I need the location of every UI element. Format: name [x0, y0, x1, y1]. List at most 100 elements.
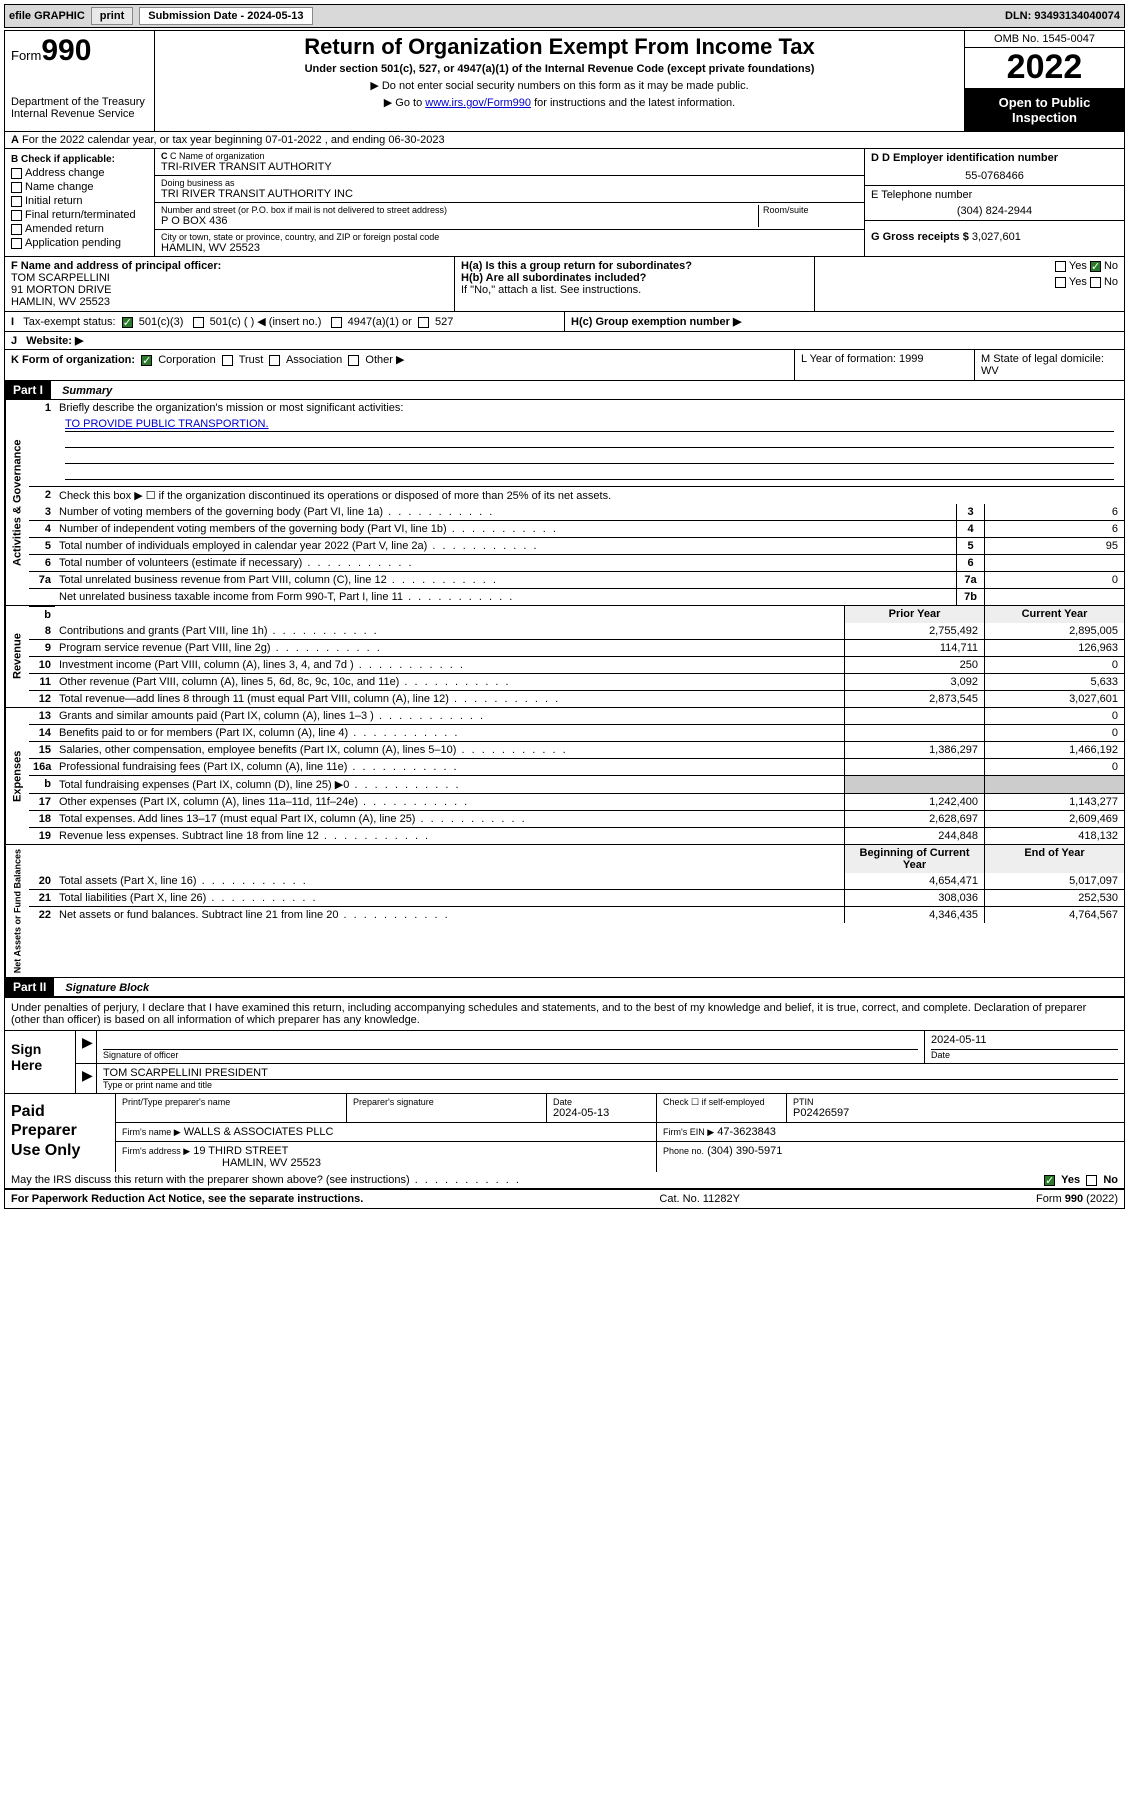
- section-governance: Activities & Governance 1 Briefly descri…: [5, 400, 1124, 606]
- submission-date-label: Submission Date - 2024-05-13: [139, 7, 312, 25]
- vtab-net: Net Assets or Fund Balances: [5, 845, 29, 977]
- ein-label: D Employer identification number: [882, 152, 1058, 164]
- chk-501c[interactable]: [193, 317, 204, 328]
- row-k: K Form of organization: Corporation Trus…: [5, 350, 1124, 381]
- chk-527[interactable]: [418, 317, 429, 328]
- room-label: Room/suite: [763, 205, 858, 215]
- dln-label: DLN: 93493134040074: [1005, 10, 1120, 22]
- addr-value: P O BOX 436: [161, 215, 758, 227]
- opt-trust: Trust: [239, 354, 264, 366]
- goto-post: for instructions and the latest informat…: [531, 97, 735, 109]
- data-row: 9Program service revenue (Part VIII, lin…: [29, 639, 1124, 656]
- website-label: Website: ▶: [26, 335, 83, 347]
- phone-label: E Telephone number: [871, 189, 1118, 201]
- gov-row: 7aTotal unrelated business revenue from …: [29, 571, 1124, 588]
- gross-value: 3,027,601: [972, 231, 1021, 243]
- chk-assoc[interactable]: [269, 355, 280, 366]
- lbl-address-change: Address change: [25, 167, 105, 179]
- declaration-text: Under penalties of perjury, I declare th…: [5, 998, 1124, 1030]
- arrow-icon-2: ▶: [76, 1064, 96, 1093]
- chk-4947[interactable]: [331, 317, 342, 328]
- form-container: Form990 Department of the Treasury Inter…: [4, 30, 1125, 998]
- officer-addr2: HAMLIN, WV 25523: [11, 296, 448, 308]
- hb-label: H(b) Are all subordinates included?: [461, 272, 646, 284]
- chk-501c3[interactable]: [122, 317, 133, 328]
- data-row: 20Total assets (Part X, line 16)4,654,47…: [29, 873, 1124, 889]
- org-name: TRI-RIVER TRANSIT AUTHORITY: [161, 161, 858, 173]
- chk-irs-no[interactable]: [1086, 1175, 1097, 1186]
- year-formation: L Year of formation: 1999: [794, 350, 974, 380]
- vtab-expenses: Expenses: [5, 708, 29, 844]
- opt-corp: Corporation: [158, 354, 215, 366]
- prep-name-label: Print/Type preparer's name: [122, 1097, 340, 1107]
- date-label: Date: [931, 1050, 1118, 1060]
- data-row: 21Total liabilities (Part X, line 26)308…: [29, 889, 1124, 906]
- line-a-text: For the 2022 calendar year, or tax year …: [22, 134, 445, 146]
- arrow-icon: ▶: [76, 1031, 96, 1063]
- open-public-badge: Open to Public Inspection: [965, 89, 1124, 131]
- firm-phone: (304) 390-5971: [707, 1145, 782, 1157]
- chk-address-change[interactable]: [11, 168, 22, 179]
- chk-corp[interactable]: [141, 355, 152, 366]
- addr-label: Number and street (or P.O. box if mail i…: [161, 205, 758, 215]
- chk-ha-no[interactable]: [1090, 261, 1101, 272]
- state-domicile: M State of legal domicile: WV: [974, 350, 1124, 380]
- hdr-current-year: Current Year: [984, 606, 1124, 623]
- form-number: 990: [41, 34, 91, 67]
- lbl-yes: Yes: [1069, 260, 1087, 272]
- firm-addr2: HAMLIN, WV 25523: [122, 1157, 650, 1169]
- print-button[interactable]: print: [91, 7, 133, 25]
- hdr-beg-year: Beginning of Current Year: [844, 845, 984, 873]
- hc-label: H(c) Group exemption number ▶: [571, 316, 741, 328]
- chk-hb-no[interactable]: [1090, 277, 1101, 288]
- section-expenses: Expenses 13Grants and similar amounts pa…: [5, 708, 1124, 845]
- chk-other[interactable]: [348, 355, 359, 366]
- signature-block: Under penalties of perjury, I declare th…: [4, 998, 1125, 1209]
- ein-value: 55-0768466: [871, 170, 1118, 182]
- data-row: 22Net assets or fund balances. Subtract …: [29, 906, 1124, 923]
- chk-hb-yes[interactable]: [1055, 277, 1066, 288]
- footer-mid: Cat. No. 11282Y: [659, 1193, 740, 1205]
- sign-here-label: Sign Here: [5, 1031, 75, 1093]
- data-row: 17Other expenses (Part IX, column (A), l…: [29, 793, 1124, 810]
- opt-527: 527: [435, 316, 453, 328]
- data-row: 14Benefits paid to or for members (Part …: [29, 724, 1124, 741]
- chk-name-change[interactable]: [11, 182, 22, 193]
- sign-here-row: Sign Here ▶ Signature of officer 2024-05…: [5, 1030, 1124, 1093]
- chk-initial-return[interactable]: [11, 196, 22, 207]
- chk-amended[interactable]: [11, 224, 22, 235]
- lbl-app-pending: Application pending: [25, 237, 121, 249]
- chk-final-return[interactable]: [11, 210, 22, 221]
- chk-irs-yes[interactable]: [1044, 1175, 1055, 1186]
- gov-row: 5Total number of individuals employed in…: [29, 537, 1124, 554]
- lbl-no2: No: [1104, 276, 1118, 288]
- data-row: 12Total revenue—add lines 8 through 11 (…: [29, 690, 1124, 707]
- hdr-prior-year: Prior Year: [844, 606, 984, 623]
- chk-ha-yes[interactable]: [1055, 261, 1066, 272]
- section-revenue: Revenue b Prior Year Current Year 8Contr…: [5, 606, 1124, 708]
- chk-trust[interactable]: [222, 355, 233, 366]
- vtab-revenue: Revenue: [5, 606, 29, 707]
- row-f-h: F Name and address of principal officer:…: [5, 256, 1124, 312]
- data-row: 18Total expenses. Add lines 13–17 (must …: [29, 810, 1124, 827]
- may-irs-text: May the IRS discuss this return with the…: [11, 1174, 410, 1186]
- chk-app-pending[interactable]: [11, 238, 22, 249]
- lbl-name-change: Name change: [25, 181, 94, 193]
- dba-label: Doing business as: [161, 178, 858, 188]
- data-row: 10Investment income (Part VIII, column (…: [29, 656, 1124, 673]
- org-name-label: C Name of organization: [170, 151, 265, 161]
- opt-501c3: 501(c)(3): [139, 316, 184, 328]
- omb-number: OMB No. 1545-0047: [965, 31, 1124, 48]
- opt-other: Other ▶: [365, 354, 404, 366]
- prep-sig-label: Preparer's signature: [353, 1097, 540, 1107]
- efile-label: efile GRAPHIC: [9, 10, 85, 22]
- mission-link[interactable]: TO PROVIDE PUBLIC TRANSPORTION.: [65, 418, 269, 430]
- row-j: J Website: ▶: [5, 332, 1124, 350]
- sig-officer-label: Signature of officer: [103, 1050, 918, 1060]
- q1-text: Briefly describe the organization's miss…: [59, 402, 403, 414]
- footer-left: For Paperwork Reduction Act Notice, see …: [11, 1193, 363, 1205]
- irs-link[interactable]: www.irs.gov/Form990: [425, 97, 531, 109]
- col-b-checkboxes: B Check if applicable: Address change Na…: [5, 149, 155, 256]
- section-net-assets: Net Assets or Fund Balances Beginning of…: [5, 845, 1124, 978]
- irs-yes: Yes: [1061, 1174, 1080, 1186]
